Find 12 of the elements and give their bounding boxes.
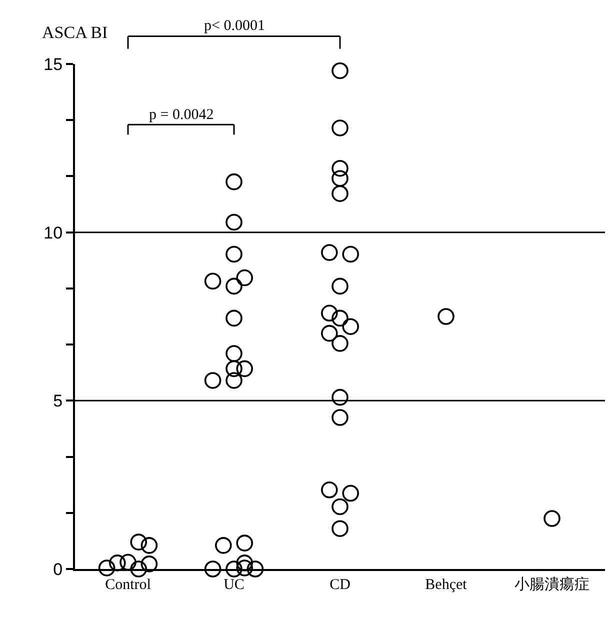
annotation: p = 0.0042 bbox=[149, 107, 214, 123]
x-tick-label: Behçet bbox=[425, 577, 468, 593]
y-tick-label: 5 bbox=[53, 392, 63, 411]
x-tick-label: 小腸潰瘍症 bbox=[514, 576, 590, 593]
x-tick-label: UC bbox=[224, 577, 244, 593]
x-tick-label: CD bbox=[330, 577, 351, 593]
text: p< 0.0001 bbox=[204, 18, 265, 34]
y-tick-label: 15 bbox=[44, 54, 63, 74]
x-tick-label: Control bbox=[105, 577, 151, 593]
y-axis-title: ASCA BI bbox=[42, 23, 108, 42]
y-tick-label: 10 bbox=[44, 223, 63, 242]
y-tick-label: 0 bbox=[53, 560, 63, 579]
